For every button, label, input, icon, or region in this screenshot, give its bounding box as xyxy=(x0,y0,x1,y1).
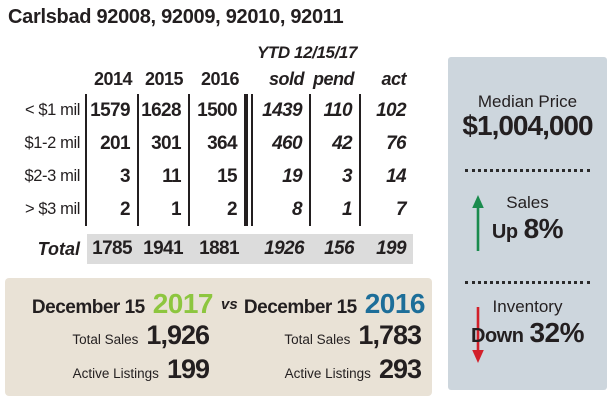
total-cell: 1926 xyxy=(253,234,311,264)
vs-label: vs xyxy=(221,296,238,313)
row-label: > $3 mil xyxy=(17,193,87,226)
comparison-panel: December 15 2017 Total Sales 1,926 Activ… xyxy=(5,278,432,396)
active-listings-2016: Active Listings 293 xyxy=(243,354,425,388)
table-spacer xyxy=(17,226,413,234)
date-prefix: December 15 xyxy=(31,297,145,318)
total-gap xyxy=(246,234,253,264)
year-2016: 2016 xyxy=(364,288,426,319)
inventory-label: Inventory xyxy=(492,297,563,316)
total-sales-label: Total Sales xyxy=(72,332,139,347)
cell: 42 xyxy=(311,127,361,160)
cell: 2 xyxy=(190,193,246,226)
header-gap xyxy=(246,64,253,94)
comparison-2017: December 15 2017 Total Sales 1,926 Activ… xyxy=(21,278,214,388)
comparison-heading-2017: December 15 2017 xyxy=(21,288,214,320)
stats-sidebar: Median Price $1,004,000 Sales Up 8% Inve… xyxy=(448,57,607,390)
row-label: $1-2 mil xyxy=(17,127,87,160)
col-header-2016: 2016 xyxy=(200,68,240,89)
column-divider xyxy=(246,160,253,193)
total-label: Total xyxy=(37,238,80,259)
table-header-row: 2014 2015 2016 sold pend act xyxy=(17,64,413,94)
cell: 201 xyxy=(87,127,139,160)
total-sales-value: 1,783 xyxy=(358,320,422,350)
cell: 110 xyxy=(311,94,361,127)
total-cell: 1941 xyxy=(139,234,190,264)
cell: 460 xyxy=(253,127,311,160)
row-label: < $1 mil xyxy=(17,94,87,127)
cell: 14 xyxy=(386,165,407,187)
sales-change: Up 8% xyxy=(448,213,607,245)
table-row: < $1 mil 1579 1628 1500 1439 110 102 xyxy=(17,94,413,127)
column-divider xyxy=(246,127,253,160)
cell: 1500 xyxy=(190,94,246,127)
cell: 301 xyxy=(139,127,190,160)
cell: 1628 xyxy=(139,94,190,127)
total-sales-2016: Total Sales 1,783 xyxy=(243,320,425,354)
column-divider xyxy=(246,193,253,226)
active-listings-value: 199 xyxy=(166,354,210,384)
col-header-2014: 2014 xyxy=(93,68,133,89)
comparison-2016: December 15 2016 Total Sales 1,783 Activ… xyxy=(243,278,426,388)
col-header-sold: sold xyxy=(268,68,305,89)
active-listings-label: Active Listings xyxy=(284,366,371,381)
table-row: $2-3 mil 3 11 15 19 3 14 xyxy=(17,160,413,193)
page-title: Carlsbad 92008, 92009, 92010, 92011 xyxy=(8,6,344,28)
median-price-value: $1,004,000 xyxy=(462,110,593,141)
dotted-divider xyxy=(465,169,590,172)
cell: 3 xyxy=(87,160,139,193)
cell: 1579 xyxy=(87,94,139,127)
date-prefix: December 15 xyxy=(243,297,357,318)
total-sales-value: 1,926 xyxy=(146,320,210,350)
row-label: $2-3 mil xyxy=(17,160,87,193)
cell: 7 xyxy=(396,198,407,220)
table-ytd-row: YTD 12/15/17 xyxy=(17,42,413,64)
total-sales-label: Total Sales xyxy=(284,332,351,347)
header-spacer xyxy=(17,64,87,94)
inventory-change: Down 32% xyxy=(448,317,607,349)
table-total-row: Total 1785 1941 1881 1926 156 199 xyxy=(17,234,413,264)
active-listings-value: 293 xyxy=(378,354,422,384)
inventory-percent: 32% xyxy=(529,317,584,348)
cell: 15 xyxy=(190,160,246,193)
ytd-header: YTD 12/15/17 xyxy=(256,43,358,62)
column-divider xyxy=(246,94,253,127)
comparison-heading-2016: December 15 2016 xyxy=(243,288,426,320)
median-price-label: Median Price xyxy=(477,92,578,111)
cell: 1 xyxy=(139,193,190,226)
col-header-pend: pend xyxy=(313,68,355,89)
cell: 2 xyxy=(87,193,139,226)
total-cell: 1881 xyxy=(190,234,246,264)
total-cell: 1785 xyxy=(87,234,139,264)
active-listings-label: Active Listings xyxy=(72,366,159,381)
table-row: > $3 mil 2 1 2 8 1 7 xyxy=(17,193,413,226)
total-cell: 156 xyxy=(311,234,361,264)
inventory-direction: Down xyxy=(471,325,524,347)
cell: 3 xyxy=(311,160,361,193)
cell: 11 xyxy=(139,160,190,193)
up-arrow-icon xyxy=(472,195,484,251)
sales-percent: 8% xyxy=(523,213,564,244)
cell: 1439 xyxy=(253,94,311,127)
cell: 364 xyxy=(190,127,246,160)
active-listings-2017: Active Listings 199 xyxy=(21,354,213,388)
stats-table: YTD 12/15/17 2014 2015 2016 sold pend ac… xyxy=(17,42,413,264)
table-row: $1-2 mil 201 301 364 460 42 76 xyxy=(17,127,413,160)
sales-label: Sales xyxy=(506,193,549,212)
down-arrow-icon xyxy=(472,307,484,363)
dotted-divider xyxy=(465,281,590,284)
cell: 19 xyxy=(253,160,311,193)
total-sales-2017: Total Sales 1,926 xyxy=(21,320,213,354)
total-cell: 199 xyxy=(361,234,413,264)
cell: 76 xyxy=(386,132,407,154)
col-header-2015: 2015 xyxy=(144,68,184,89)
cell: 8 xyxy=(253,193,311,226)
col-header-act: act xyxy=(381,68,406,89)
cell: 102 xyxy=(376,99,407,121)
sales-direction: Up xyxy=(491,221,518,243)
cell: 1 xyxy=(311,193,361,226)
year-2017: 2017 xyxy=(152,288,214,319)
